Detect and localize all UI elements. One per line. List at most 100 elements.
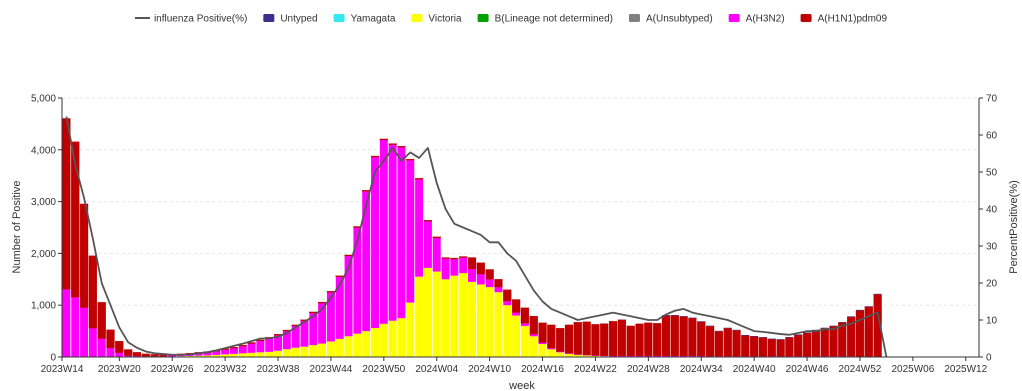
bar-a-h3n2[interactable]	[326, 292, 335, 342]
bar-a-h3n2[interactable]	[494, 287, 503, 293]
bar-a-h1n1-pdm09[interactable]	[511, 299, 521, 313]
bar-a-h3n2[interactable]	[371, 157, 379, 328]
bar-victoria[interactable]	[459, 273, 468, 357]
bar-a-h1n1-pdm09[interactable]	[688, 317, 697, 357]
bar-a-h3n2[interactable]	[538, 342, 547, 345]
bar-untyped[interactable]	[873, 293, 882, 295]
bar-a-h1n1-pdm09[interactable]	[785, 337, 794, 357]
legend-item-untyped[interactable]: Untyped	[263, 14, 318, 25]
bar-a-h3n2[interactable]	[459, 257, 468, 274]
bar-a-h3n2[interactable]	[741, 356, 750, 357]
bar-a-h3n2[interactable]	[706, 356, 715, 357]
bar-a-h3n2[interactable]	[714, 356, 723, 357]
bar-a-h3n2[interactable]	[503, 301, 512, 306]
bar-a-h3n2[interactable]	[432, 237, 441, 272]
bar-a-h1n1-pdm09[interactable]	[758, 337, 768, 357]
bar-untyped[interactable]	[767, 338, 776, 340]
bar-victoria[interactable]	[591, 355, 600, 357]
bar-a-h1n1-pdm09[interactable]	[238, 344, 247, 347]
legend-item-b-lineage-not-determined[interactable]: B(Lineage not determined)	[477, 14, 613, 25]
bar-a-h1n1-pdm09[interactable]	[344, 254, 353, 257]
bar-a-h3n2[interactable]	[238, 346, 247, 354]
bar-victoria[interactable]	[494, 292, 503, 357]
bar-a-h1n1-pdm09[interactable]	[741, 335, 750, 357]
bar-a-h3n2[interactable]	[62, 289, 71, 357]
bar-a-h3n2[interactable]	[512, 312, 521, 316]
bar-a-h1n1-pdm09[interactable]	[573, 322, 582, 355]
bar-a-h1n1-pdm09[interactable]	[802, 332, 812, 357]
bar-a-h3n2[interactable]	[468, 268, 476, 282]
bar-a-h1n1-pdm09[interactable]	[591, 324, 600, 356]
bar-victoria[interactable]	[212, 354, 221, 357]
bar-untyped[interactable]	[706, 325, 715, 327]
bar-a-h3n2[interactable]	[653, 355, 662, 357]
bar-a-h1n1-pdm09[interactable]	[644, 322, 653, 357]
bar-victoria[interactable]	[415, 276, 424, 357]
bar-a-h3n2[interactable]	[265, 338, 274, 352]
bar-a-h3n2[interactable]	[124, 355, 133, 357]
bar-a-h3n2[interactable]	[282, 331, 291, 350]
bar-a-h3n2[interactable]	[679, 355, 688, 357]
bar-a-h1n1-pdm09[interactable]	[556, 328, 565, 352]
bar-a-h3n2[interactable]	[847, 356, 856, 357]
bar-a-h3n2[interactable]	[88, 328, 97, 357]
bar-a-h1n1-pdm09[interactable]	[794, 334, 803, 357]
bar-untyped[interactable]	[759, 337, 767, 338]
bar-a-h3n2[interactable]	[450, 259, 459, 276]
bar-a-h1n1-pdm09[interactable]	[829, 326, 838, 357]
bar-a-h1n1-pdm09[interactable]	[141, 353, 150, 357]
bar-victoria[interactable]	[265, 351, 274, 357]
legend-item-yamagata[interactable]: Yamagata	[333, 14, 396, 25]
bar-a-h3n2[interactable]	[838, 356, 847, 357]
bar-a-h1n1-pdm09[interactable]	[503, 289, 512, 302]
bar-victoria[interactable]	[353, 333, 362, 357]
bar-untyped[interactable]	[750, 336, 759, 337]
bar-victoria[interactable]	[468, 281, 476, 357]
bar-a-h1n1-pdm09[interactable]	[714, 331, 724, 357]
bar-a-h3n2[interactable]	[617, 355, 626, 357]
bar-a-h3n2[interactable]	[441, 258, 450, 280]
bar-a-h1n1-pdm09[interactable]	[317, 301, 327, 304]
bar-untyped[interactable]	[829, 325, 838, 327]
bar-a-h1n1-pdm09[interactable]	[71, 141, 80, 298]
bar-a-h3n2[interactable]	[229, 348, 238, 354]
bar-a-h1n1-pdm09[interactable]	[450, 257, 459, 260]
bar-untyped[interactable]	[794, 334, 803, 335]
bar-victoria[interactable]	[229, 353, 238, 357]
bar-untyped[interactable]	[811, 329, 820, 331]
bar-victoria[interactable]	[423, 267, 432, 357]
bar-a-h3n2[interactable]	[811, 356, 820, 357]
bar-a-h3n2[interactable]	[829, 356, 838, 357]
bar-untyped[interactable]	[670, 315, 679, 316]
bar-a-h1n1-pdm09[interactable]	[467, 257, 477, 270]
bar-a-h3n2[interactable]	[291, 325, 300, 348]
bar-victoria[interactable]	[344, 336, 353, 357]
bar-a-h1n1-pdm09[interactable]	[406, 158, 415, 161]
bar-victoria[interactable]	[547, 349, 556, 357]
bar-a-h3n2[interactable]	[344, 255, 353, 337]
bar-a-h3n2[interactable]	[573, 354, 582, 355]
bar-a-h1n1-pdm09[interactable]	[653, 323, 662, 357]
bar-a-h3n2[interactable]	[803, 356, 812, 357]
bar-a-h1n1-pdm09[interactable]	[494, 279, 503, 288]
bar-victoria[interactable]	[282, 349, 291, 357]
positive-percent-line[interactable]	[65, 116, 888, 358]
bar-victoria[interactable]	[450, 275, 459, 357]
bar-a-h3n2[interactable]	[141, 356, 150, 357]
bar-a-h1n1-pdm09[interactable]	[335, 275, 344, 277]
bar-a-h3n2[interactable]	[318, 303, 327, 344]
bar-a-h1n1-pdm09[interactable]	[705, 326, 715, 357]
bar-a-h3n2[interactable]	[609, 355, 618, 357]
bar-a-h1n1-pdm09[interactable]	[855, 310, 865, 358]
bar-a-h3n2[interactable]	[520, 323, 529, 326]
bar-a-h3n2[interactable]	[353, 227, 362, 334]
legend-item-a-unsubtyped[interactable]: A(Unsubtyped)	[628, 14, 713, 25]
bar-victoria[interactable]	[503, 305, 512, 357]
legend-item-victoria[interactable]: Victoria	[411, 14, 462, 25]
bar-a-h1n1-pdm09[interactable]	[362, 190, 371, 192]
bar-a-h3n2[interactable]	[203, 352, 212, 356]
bar-a-h3n2[interactable]	[212, 351, 221, 355]
bar-victoria[interactable]	[512, 315, 521, 357]
bar-a-h3n2[interactable]	[150, 356, 159, 357]
bar-a-h3n2[interactable]	[247, 343, 256, 353]
